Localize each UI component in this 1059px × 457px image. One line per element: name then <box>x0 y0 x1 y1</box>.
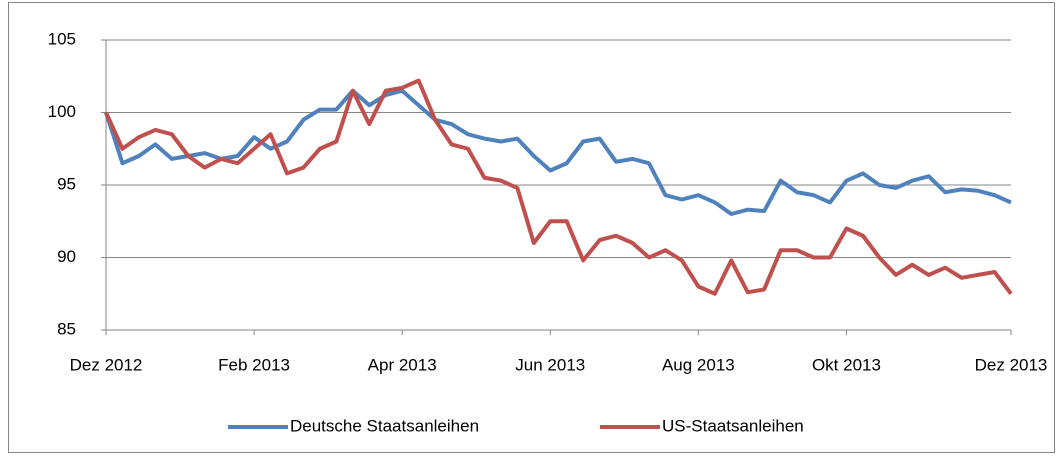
x-tick-label: Okt 2013 <box>812 355 881 374</box>
y-tick-label: 85 <box>57 319 76 338</box>
legend-label: Deutsche Staatsanleihen <box>290 416 479 435</box>
chart-frame <box>8 2 1055 453</box>
y-tick-label: 90 <box>57 247 76 266</box>
x-tick-label: Dez 2013 <box>975 355 1048 374</box>
x-tick-label: Feb 2013 <box>218 355 290 374</box>
series-line <box>104 78 1013 296</box>
x-tick-label: Aug 2013 <box>662 355 735 374</box>
legend-label: US-Staatsanleihen <box>662 416 804 435</box>
series-line <box>104 88 1012 216</box>
y-tick-label: 100 <box>48 102 76 121</box>
y-tick-label: 95 <box>57 174 76 193</box>
x-tick-label: Apr 2013 <box>368 355 437 374</box>
x-tick-label: Dez 2012 <box>70 355 143 374</box>
y-tick-label: 105 <box>48 29 76 48</box>
x-tick-label: Jun 2013 <box>515 355 585 374</box>
